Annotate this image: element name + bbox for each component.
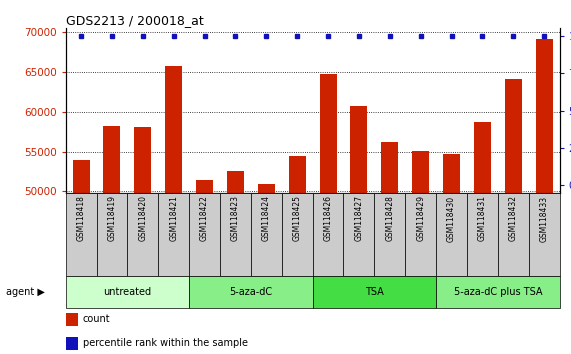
Bar <box>66 313 78 326</box>
Text: GSM118418: GSM118418 <box>77 195 86 241</box>
Bar <box>258 184 275 193</box>
Bar <box>227 171 244 193</box>
Bar <box>375 193 405 276</box>
Bar <box>220 193 251 276</box>
Bar <box>381 142 399 193</box>
Bar <box>505 79 522 193</box>
Text: agent ▶: agent ▶ <box>6 287 45 297</box>
Bar <box>196 180 213 193</box>
Text: GSM118429: GSM118429 <box>416 195 425 241</box>
Text: GSM118430: GSM118430 <box>447 195 456 241</box>
Text: count: count <box>83 314 111 325</box>
Bar <box>189 276 313 308</box>
Text: GSM118421: GSM118421 <box>169 195 178 241</box>
Text: GSM118423: GSM118423 <box>231 195 240 241</box>
Bar <box>436 276 560 308</box>
Bar <box>66 337 78 350</box>
Text: GDS2213 / 200018_at: GDS2213 / 200018_at <box>66 14 203 27</box>
Bar <box>351 106 367 193</box>
Bar <box>251 193 282 276</box>
Text: GSM118422: GSM118422 <box>200 195 209 241</box>
Bar <box>405 193 436 276</box>
Bar <box>158 193 189 276</box>
Text: 5-aza-dC: 5-aza-dC <box>230 287 272 297</box>
Text: percentile rank within the sample: percentile rank within the sample <box>83 338 248 348</box>
Bar <box>289 155 305 193</box>
Bar <box>344 193 375 276</box>
Text: untreated: untreated <box>103 287 151 297</box>
Text: GSM118431: GSM118431 <box>478 195 487 241</box>
Text: GSM118424: GSM118424 <box>262 195 271 241</box>
Text: GSM118419: GSM118419 <box>107 195 116 241</box>
Bar <box>165 67 182 193</box>
Bar <box>96 193 127 276</box>
Bar <box>443 154 460 193</box>
Bar <box>313 276 436 308</box>
Text: GSM118427: GSM118427 <box>355 195 363 241</box>
Bar <box>313 193 344 276</box>
Bar <box>66 193 96 276</box>
Bar <box>412 151 429 193</box>
Bar <box>529 193 560 276</box>
Text: GSM118425: GSM118425 <box>293 195 301 241</box>
Text: GSM118420: GSM118420 <box>138 195 147 241</box>
Bar <box>467 193 498 276</box>
Bar <box>66 276 189 308</box>
Text: 5-aza-dC plus TSA: 5-aza-dC plus TSA <box>453 287 542 297</box>
Text: TSA: TSA <box>365 287 384 297</box>
Bar <box>282 193 313 276</box>
Bar <box>498 193 529 276</box>
Bar <box>474 122 491 193</box>
Text: GSM118432: GSM118432 <box>509 195 518 241</box>
Bar <box>536 39 553 193</box>
Text: GSM118428: GSM118428 <box>385 195 395 241</box>
Bar <box>103 126 120 193</box>
Bar <box>436 193 467 276</box>
Bar <box>134 127 151 193</box>
Bar <box>73 160 90 193</box>
Bar <box>189 193 220 276</box>
Text: GSM118433: GSM118433 <box>540 195 549 241</box>
Bar <box>127 193 158 276</box>
Bar <box>320 74 336 193</box>
Text: GSM118426: GSM118426 <box>324 195 332 241</box>
